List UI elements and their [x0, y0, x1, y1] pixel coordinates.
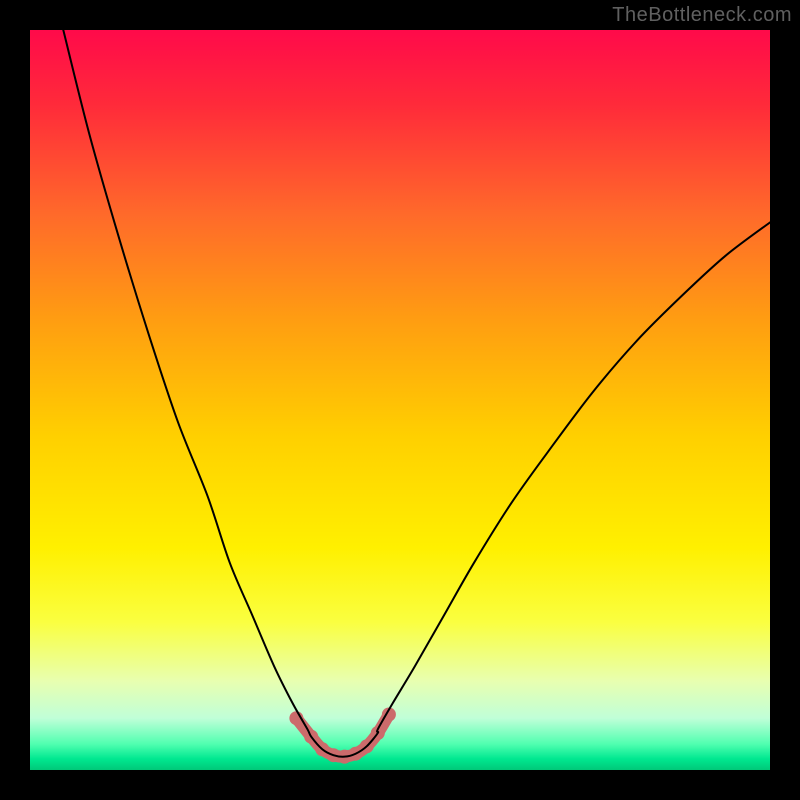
- plot-background: [30, 30, 770, 770]
- watermark-text: TheBottleneck.com: [612, 4, 792, 27]
- bottleneck-chart: [0, 0, 800, 800]
- chart-container: TheBottleneck.com: [0, 0, 800, 800]
